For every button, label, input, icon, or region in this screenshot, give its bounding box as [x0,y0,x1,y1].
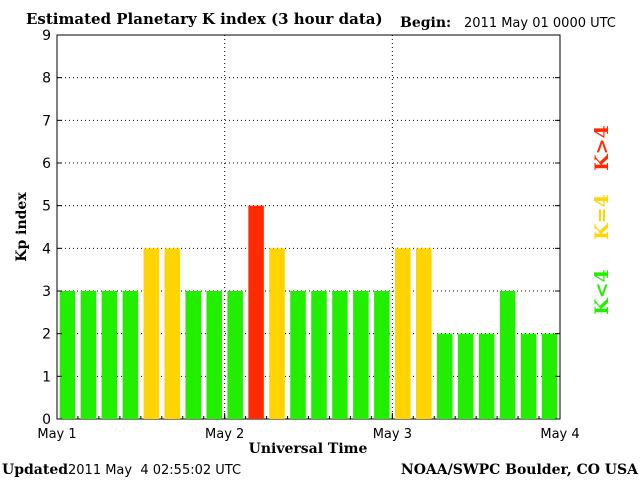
x-axis-label: Universal Time [249,441,368,457]
kp-bar [269,248,285,419]
kp-bar [332,291,348,419]
kp-bar [144,248,160,419]
x-tick-label: May 4 [540,427,579,442]
legend-entry: K>4 [591,125,613,171]
begin-value: 2011 May 01 0000 UTC [464,16,616,31]
y-tick-label: 1 [42,369,51,385]
updated-value: 2011 May 4 02:55:02 UTC [68,463,241,478]
kp-bar [290,291,306,419]
y-tick-label: 5 [42,199,51,215]
y-tick-label: 4 [42,241,51,257]
y-tick-label: 0 [42,412,51,428]
y-axis-label: Kp index [14,192,30,262]
y-tick-label: 9 [42,28,51,44]
y-tick-label: 8 [42,71,51,87]
y-tick-label: 3 [42,284,51,300]
source-credit: NOAA/SWPC Boulder, CO USA [401,462,639,478]
kp-bar [206,291,222,419]
kp-bar [500,291,516,419]
kp-bar [248,206,264,419]
kp-bar [60,291,76,419]
kp-bar [185,291,201,419]
legend-entry: K=4 [591,194,613,240]
kp-bar [311,291,327,419]
kp-bar [521,334,537,419]
kp-bar [81,291,97,419]
kp-bar [123,291,139,419]
y-tick-label: 6 [42,156,51,172]
y-tick-label: 7 [42,113,51,129]
legend-entry: K<4 [591,269,613,315]
kp-bar [416,248,432,419]
kp-bar [102,291,118,419]
updated-label: Updated [2,462,68,478]
kp-bar [165,248,181,419]
kp-bar [374,291,390,419]
kp-bar [437,334,453,419]
kp-bar [542,334,558,419]
legend: K>4 K=4 K<4 [591,125,613,315]
y-tick-label: 2 [42,327,51,343]
kp-bar [479,334,495,419]
begin-label: Begin: [400,15,451,31]
kp-bar [458,334,474,419]
x-tick-label: May 2 [205,427,244,442]
kp-bar [353,291,369,419]
kp-bar [227,291,243,419]
chart-title: Estimated Planetary K index (3 hour data… [26,10,383,28]
x-tick-label: May 3 [373,427,412,442]
kp-bar [395,248,411,419]
x-tick-label: May 1 [37,427,76,442]
